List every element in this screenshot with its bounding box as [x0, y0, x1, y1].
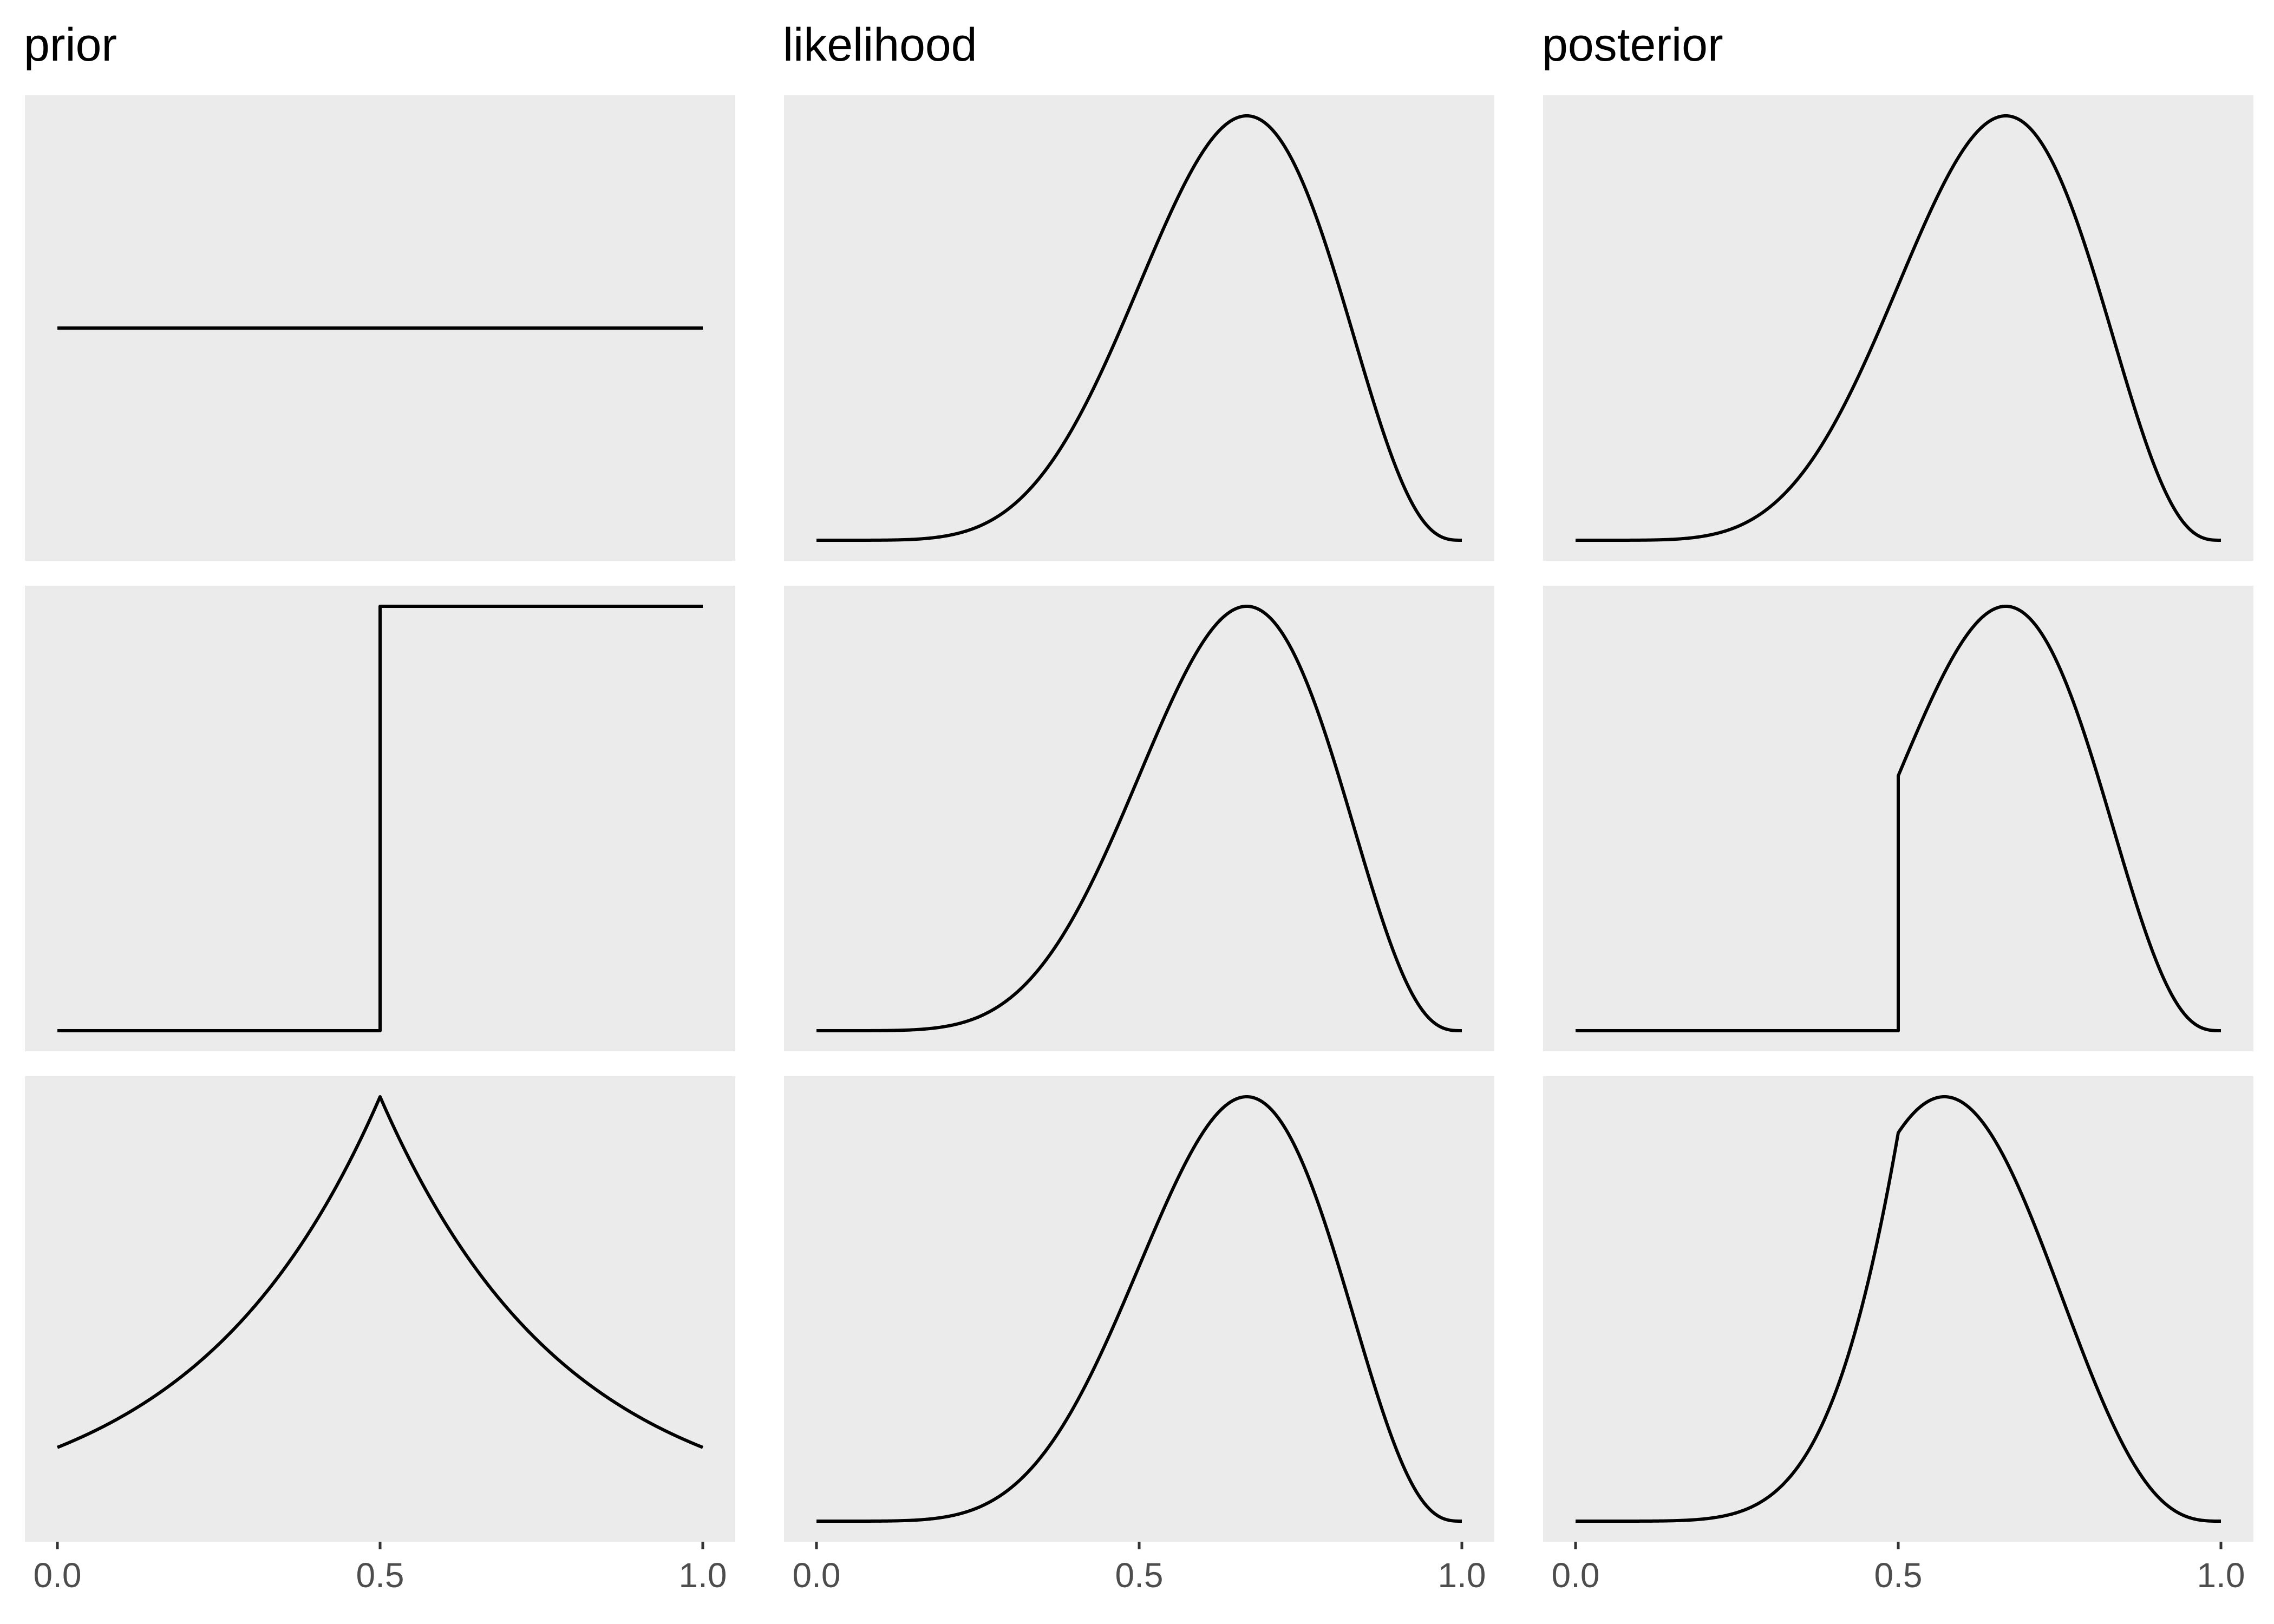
x-tick-label: 0.0 — [793, 1556, 841, 1595]
x-axis-prior: 0.0 0.5 1.0 — [34, 1542, 727, 1595]
x-tick-label: 0.5 — [356, 1556, 404, 1595]
posterior-curve-row-3 — [1574, 1095, 2222, 1523]
panel-prior-row-3 — [25, 1076, 735, 1542]
x-tick-label: 0.0 — [34, 1556, 82, 1595]
column-title-posterior: posterior — [1542, 19, 1723, 71]
panel-background — [784, 95, 1494, 561]
panel-prior-row-2 — [25, 586, 735, 1051]
x-tick-label: 0.5 — [1115, 1556, 1164, 1595]
column-titles: prior likelihood posterior — [24, 19, 1723, 71]
x-axes: 0.0 0.5 1.0 0.0 0.5 1.0 0.0 0.5 1.0 — [34, 1542, 2245, 1595]
panels — [25, 95, 2253, 1542]
x-axis-posterior: 0.0 0.5 1.0 — [1552, 1542, 2245, 1595]
panel-background — [784, 1076, 1494, 1542]
panel-posterior-row-3 — [1543, 1076, 2253, 1542]
panel-likelihood-row-1 — [784, 95, 1494, 561]
panel-posterior-row-1 — [1543, 95, 2253, 561]
x-tick-label: 0.0 — [1552, 1556, 1600, 1595]
x-tick-label: 0.5 — [1874, 1556, 1923, 1595]
column-title-likelihood: likelihood — [783, 19, 977, 71]
posterior-curve-row-1 — [1574, 114, 2222, 542]
panel-background — [25, 1076, 735, 1542]
x-tick-label: 1.0 — [679, 1556, 727, 1595]
panel-likelihood-row-3 — [784, 1076, 1494, 1542]
panel-posterior-row-2 — [1543, 586, 2253, 1051]
column-title-prior: prior — [24, 19, 117, 71]
panel-background — [784, 586, 1494, 1051]
panel-background — [1543, 1076, 2253, 1542]
likelihood-curve-row-2 — [815, 605, 1463, 1032]
posterior-curve-row-2 — [1574, 605, 2222, 1032]
likelihood-curve-row-3 — [815, 1095, 1463, 1523]
prior-curve-row-3 — [56, 1095, 704, 1449]
likelihood-curve-row-1 — [815, 114, 1463, 542]
x-tick-label: 1.0 — [2197, 1556, 2245, 1595]
panel-prior-row-1 — [25, 95, 735, 561]
prior-curve-row-2 — [56, 605, 704, 1032]
x-axis-likelihood: 0.0 0.5 1.0 — [793, 1542, 1486, 1595]
panel-likelihood-row-2 — [784, 586, 1494, 1051]
panel-background — [1543, 95, 2253, 561]
x-tick-label: 1.0 — [1438, 1556, 1486, 1595]
